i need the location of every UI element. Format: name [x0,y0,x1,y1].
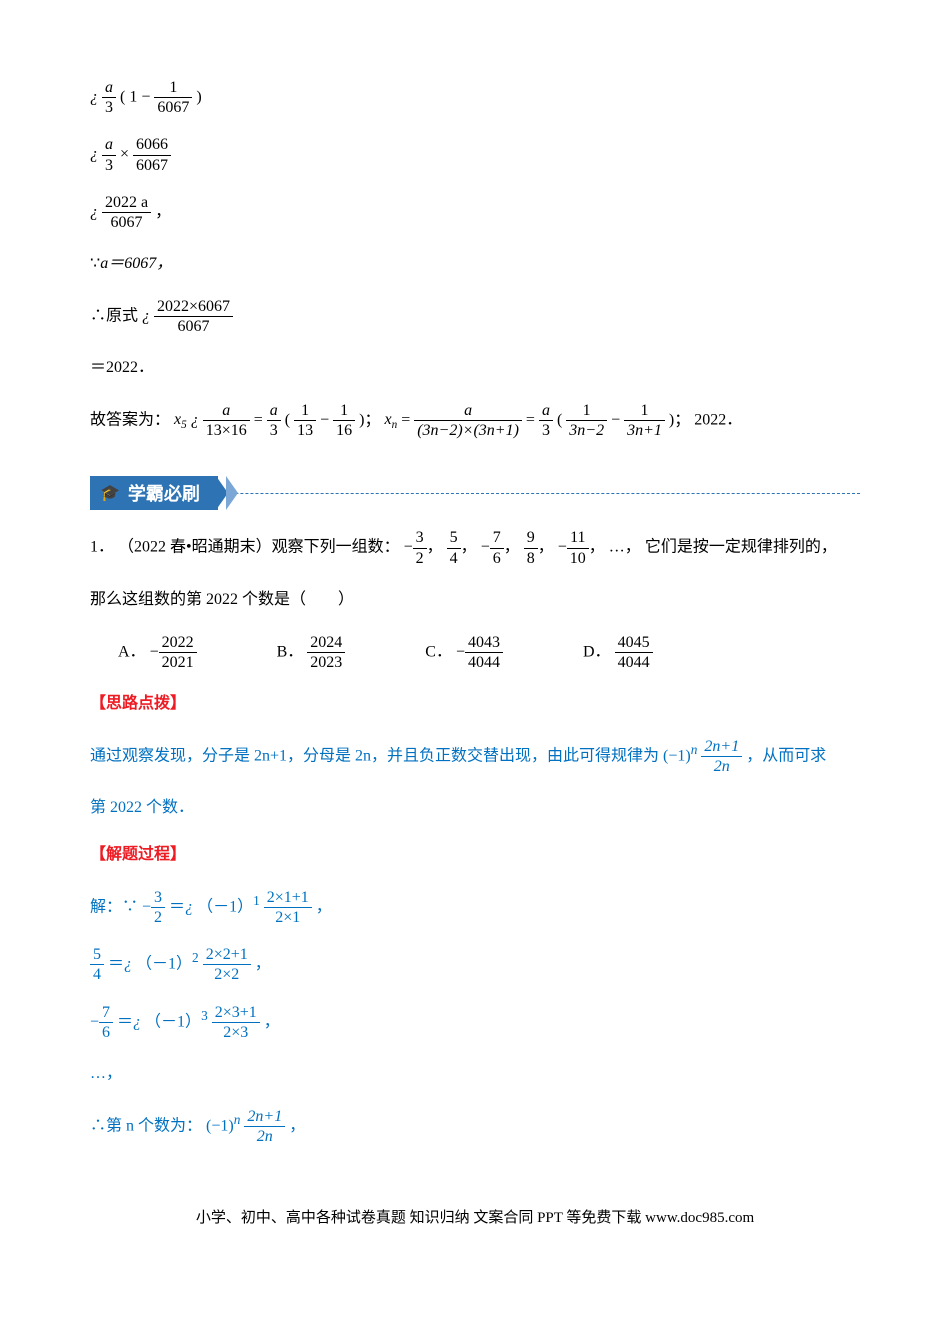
solution-heading: 【解题过程】 [90,841,860,870]
step-1: ¿ a3 ( 1 − 16067 ) [90,78,860,117]
hint-body-1: 通过观察发现，分子是 2n+1，分母是 2n，并且负正数交替出现，由此可得规律为… [90,737,860,776]
sol-conclusion: ∴第 n 个数为： (−1)n 2n+12n ， [90,1107,860,1146]
result-line: ＝2022． [90,354,860,383]
hint-body-2: 第 2022 个数． [90,794,860,823]
sol-dots: …， [90,1060,860,1089]
options-row: A． −20222021 B． 20242023 C． −40434044 D．… [118,633,860,672]
answer-line: 故答案为： x5 ¿ a13×16 = a3 ( 113 − 116 )； xn… [90,401,860,440]
option-c[interactable]: C． −40434044 [425,633,503,672]
banner-label: 学霸必刷 [128,480,200,506]
hint-heading: 【思路点拨】 [90,690,860,719]
therefore-line: ∴原式 ¿ 2022×60676067 [90,297,860,336]
sol-step-1: 解：∵ −32 ＝¿ （－1）1 2×1+12×1 ， [90,888,860,927]
option-d[interactable]: D． 40454044 [583,633,653,672]
section-banner: 🎓 学霸必刷 [90,476,860,510]
since-line: ∵a＝6067， [90,250,860,279]
page-footer: 小学、初中、高中各种试卷真题 知识归纳 文案合同 PPT 等免费下载 www.d… [90,1206,860,1227]
cap-icon: 🎓 [100,483,120,503]
option-b[interactable]: B． 20242023 [277,633,346,672]
sol-step-3: −76 ＝¿ （－1）3 2×3+12×3 ， [90,1003,860,1042]
sol-step-2: 54 ＝¿ （－1）2 2×2+12×2 ， [90,945,860,984]
step-2: ¿ a3 × 60666067 [90,135,860,174]
step-3: ¿ 2022 a6067 ， [90,193,860,232]
problem-line-2: 那么这组数的第 2022 个数是（ ） [90,586,860,615]
option-a[interactable]: A． −20222021 [118,633,197,672]
problem-line-1: 1． （2022 春•昭通期末）观察下列一组数： −32， 54， −76， 9… [90,528,860,567]
